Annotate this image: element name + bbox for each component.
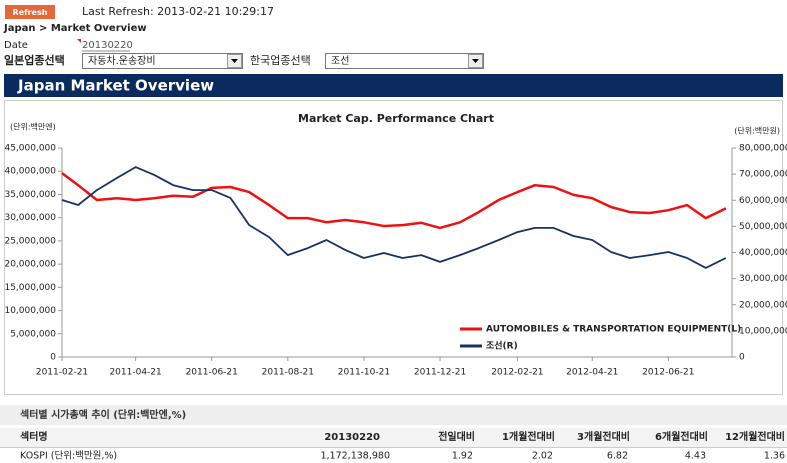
y-tick-label: 35,000,000 [4, 190, 56, 200]
table-header-cell: 전일대비 [438, 430, 475, 443]
x-tick-label: 2011-12-21 [414, 368, 466, 378]
y-tick-label: 5,000,000 [10, 329, 56, 339]
series-line [61, 172, 727, 230]
refresh-button[interactable] [5, 5, 55, 19]
y2-tick-label: 30,000,000 [739, 274, 787, 284]
x-tick-label: 2011-02-21 [36, 368, 88, 378]
table-cell: 1,172,138,980 [320, 451, 390, 462]
banner-title: Japan Market Overview [17, 77, 214, 95]
banner [4, 74, 783, 97]
table-header-cell: 12개월전대비 [725, 430, 785, 443]
select-arrow [472, 59, 479, 63]
japan-sector-select[interactable] [82, 53, 243, 69]
y-tick-label: 0 [50, 353, 56, 363]
date-label: Date [4, 40, 28, 51]
y-tick-label: 45,000,000 [4, 144, 56, 154]
table-title: 섹터별 시가총액 추이 (단위:백만엔,%) [20, 408, 186, 421]
date-marker [77, 39, 81, 43]
x-tick-label: 2011-10-21 [338, 368, 390, 378]
x-tick-label: 2011-04-21 [109, 368, 161, 378]
y2-tick-label: 60,000,000 [739, 196, 787, 206]
chart-frame [4, 100, 783, 395]
y-tick-label: 10,000,000 [4, 306, 56, 316]
y2-tick-label: 10,000,000 [739, 326, 787, 336]
x-tick-label: 2011-08-21 [262, 368, 314, 378]
y2-tick-label: 40,000,000 [739, 248, 787, 258]
y-unit: (단위:백만엔) [10, 122, 56, 132]
select-arrow [231, 59, 238, 63]
table-header-cell: 6개월전대비 [655, 430, 708, 443]
y2-unit: (단위:백만원) [734, 126, 780, 136]
y2-tick-label: 20,000,000 [739, 300, 787, 310]
table-header-cell: 20130220 [324, 432, 380, 443]
y2-tick-label: 50,000,000 [739, 222, 787, 232]
y-tick-label: 30,000,000 [4, 213, 56, 223]
table-cell: 6.82 [607, 451, 628, 462]
date-value[interactable]: 20130220 [82, 40, 133, 51]
breadcrumb: Japan > Market Overview [3, 23, 147, 34]
japan-sector-label: 일본업종선택 [4, 53, 65, 67]
chart-title: Market Cap. Performance Chart [298, 112, 494, 125]
japan-sector-value[interactable]: 자동차.운송장비 [88, 55, 156, 67]
x-tick-label: 2011-06-21 [186, 368, 238, 378]
table-cell: KOSPI (단위:백만원,%) [20, 450, 117, 462]
y-tick-label: 15,000,000 [4, 283, 56, 293]
table-header-cell: 1개월전대비 [502, 430, 555, 443]
y-tick-label: 40,000,000 [4, 167, 56, 177]
table-title-bar [0, 405, 787, 425]
table-cell: 2.02 [532, 451, 553, 462]
table-cell: 1.36 [764, 451, 785, 462]
table-cell: 1.92 [452, 451, 473, 462]
y2-tick-label: 0 [739, 353, 745, 363]
x-tick-label: 2012-02-21 [491, 368, 543, 378]
korea-sector-select[interactable] [325, 53, 484, 69]
legend-label: 조선(R) [486, 340, 518, 352]
table-header-cell: 3개월전대비 [577, 430, 630, 443]
table-cell: 4.43 [685, 451, 706, 462]
y2-tick-label: 70,000,000 [739, 170, 787, 180]
korea-sector-label: 한국업종선택 [250, 54, 311, 67]
table-header-cell: 섹터명 [20, 430, 48, 443]
last-refresh: Last Refresh: 2013-02-21 10:29:17 [82, 5, 274, 18]
y2-tick-label: 80,000,000 [739, 144, 787, 154]
korea-sector-value[interactable]: 조선 [331, 55, 349, 67]
y-tick-label: 25,000,000 [4, 236, 56, 246]
refresh-label[interactable]: Refresh [13, 8, 48, 17]
y-tick-label: 20,000,000 [4, 260, 56, 270]
x-tick-label: 2012-04-21 [566, 368, 618, 378]
series-line [61, 166, 727, 269]
table-header-bg [0, 428, 787, 447]
x-tick-label: 2012-06-21 [642, 368, 694, 378]
legend-label: AUTOMOBILES & TRANSPORTATION EQUIPMENT(L… [486, 325, 741, 335]
